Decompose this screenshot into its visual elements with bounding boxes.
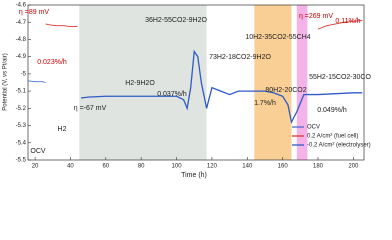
- y-tick-label: -4.6: [16, 3, 27, 9]
- annotation: H2: [58, 126, 67, 133]
- y-tick-label: -4.7: [16, 20, 27, 26]
- annotation: 0.049%/h: [317, 107, 347, 114]
- legend-label: OCV: [307, 125, 320, 131]
- x-tick-label: 120: [207, 164, 218, 170]
- y-tick-label: -5.5: [16, 158, 27, 164]
- legend-label: -0.2 A/cm² (electrolyser): [307, 143, 371, 149]
- annotation: 36H2-55CO2-9H2O: [145, 17, 207, 24]
- y-axis-label: Potential (V, vs Pt/air): [3, 53, 9, 110]
- annotation: H2-9H2O: [125, 80, 155, 87]
- annotation: 55H2-15CO2-30CO: [309, 74, 371, 81]
- x-tick-label: 80: [138, 164, 145, 170]
- x-tick-label: 180: [313, 164, 324, 170]
- y-tick-label: -5.2: [16, 106, 27, 112]
- annotation: η =89 mV: [19, 9, 49, 16]
- annotation: η =269 mV: [299, 13, 333, 20]
- x-tick-label: 140: [242, 164, 253, 170]
- annotation: 0.037%/h: [157, 91, 187, 98]
- plot-frame: [27, 4, 365, 161]
- y-tick-label: -5: [21, 71, 27, 77]
- shaded-region: [296, 5, 308, 160]
- y-tick-label: -5.3: [16, 123, 27, 129]
- series-line: [27, 80, 46, 83]
- annotation: 73H2-18CO2-9H2O: [209, 54, 271, 61]
- series-line: [45, 20, 363, 30]
- annotation: 80H2-20CO2: [265, 87, 306, 94]
- annotation: 0.11%/h: [335, 18, 360, 25]
- y-tick-label: -4.9: [16, 54, 27, 60]
- x-tick-label: 20: [32, 164, 39, 170]
- y-tick-label: -5.4: [16, 140, 27, 146]
- shaded-region: [79, 5, 207, 160]
- y-tick-label: -4.8: [16, 37, 27, 43]
- annotation: 0.023%/h: [37, 59, 67, 66]
- legend-label: 0.2 A/cm² (fuel cell): [307, 134, 358, 140]
- series-line: [80, 49, 363, 125]
- x-tick-label: 160: [278, 164, 289, 170]
- annotation: OCV: [30, 148, 46, 155]
- y-tick-label: -5.1: [16, 89, 27, 95]
- annotation: 1.7%/h: [254, 100, 276, 107]
- x-tick-label: 40: [67, 164, 74, 170]
- annotation: η =-67 mV: [74, 105, 107, 112]
- chart: Time (h) Potential (V, vs Pt/air) 20 40 60…: [3, 3, 372, 179]
- x-tick-label: 60: [102, 164, 109, 170]
- x-axis-label: Time (h): [181, 172, 207, 179]
- annotation: 10H2-35CO2-55CH4: [245, 34, 310, 41]
- x-tick-label: 200: [348, 164, 359, 170]
- x-tick-label: 100: [172, 164, 183, 170]
- shaded-region: [254, 5, 292, 160]
